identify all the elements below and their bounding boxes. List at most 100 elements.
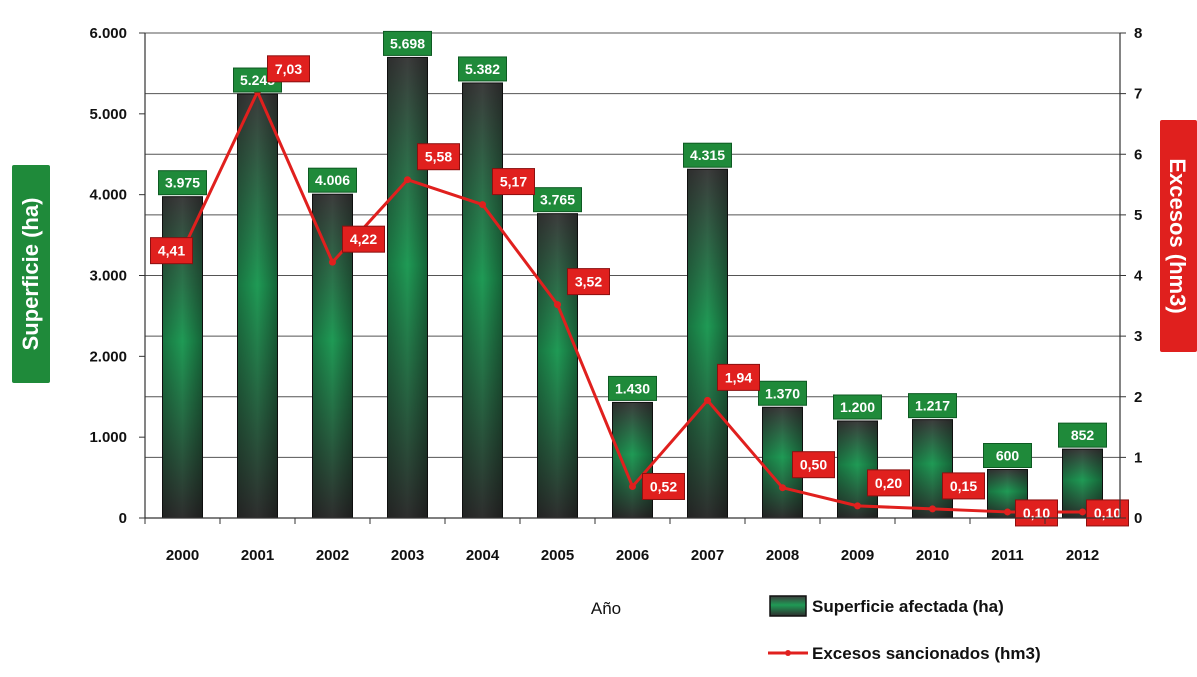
line-point bbox=[629, 482, 636, 490]
line-data-label: 0,50 bbox=[792, 451, 835, 479]
line-point bbox=[704, 396, 711, 404]
x-tick-label: 2001 bbox=[241, 547, 274, 564]
left-tick-label: 3.000 bbox=[89, 268, 127, 285]
bar-data-label-text: 1.370 bbox=[765, 385, 800, 401]
bar bbox=[612, 401, 653, 519]
line-point bbox=[1004, 508, 1011, 516]
left-tick-label: 0 bbox=[119, 510, 127, 527]
line-data-label-text: 4,22 bbox=[350, 231, 377, 247]
line-data-label: 0,10 bbox=[1086, 499, 1129, 527]
bar bbox=[387, 56, 428, 519]
bar-data-label-box bbox=[308, 167, 357, 193]
x-tick-label: 2006 bbox=[616, 547, 649, 564]
bar-shade bbox=[612, 402, 653, 518]
line-point bbox=[1079, 508, 1086, 516]
line-data-label-text: 0,20 bbox=[875, 475, 902, 491]
bar-data-label-box bbox=[833, 394, 882, 420]
left-tick-label: 4.000 bbox=[89, 187, 127, 204]
bar-data-label-text: 1.430 bbox=[615, 380, 650, 396]
line-data-label-box bbox=[267, 55, 310, 83]
bar-data-label: 1.430 bbox=[608, 375, 657, 401]
gridlines bbox=[145, 32, 1120, 519]
legend-line-label: Excesos sancionados (hm3) bbox=[812, 644, 1041, 663]
bar-shade bbox=[537, 213, 578, 518]
bar-data-label-text: 5.382 bbox=[465, 61, 500, 77]
x-tick-label: 2005 bbox=[541, 547, 574, 564]
right-axis-title: Excesos (hm3) bbox=[1160, 120, 1197, 352]
right-tick-label: 8 bbox=[1134, 25, 1142, 42]
line-data-label-box bbox=[567, 268, 610, 296]
x-tick-label: 2012 bbox=[1066, 547, 1099, 564]
line-data-label: 1,94 bbox=[717, 363, 760, 391]
line-data-label-text: 1,94 bbox=[725, 369, 752, 385]
x-tick-label: 2008 bbox=[766, 547, 799, 564]
x-axis-title: Año bbox=[591, 599, 621, 618]
bar-data-label-text: 4.315 bbox=[690, 147, 725, 163]
line-data-label: 5,17 bbox=[492, 168, 535, 196]
bar-data-label: 1.200 bbox=[833, 394, 882, 420]
left-tick-label: 5.000 bbox=[89, 106, 127, 123]
bar-data-label-box bbox=[533, 187, 582, 213]
x-tick-label: 2004 bbox=[466, 547, 500, 564]
line-data-label: 4,22 bbox=[342, 225, 385, 253]
bar-data-label: 5.698 bbox=[383, 30, 432, 56]
bar-data-label-box bbox=[983, 443, 1032, 468]
bar-data-label-text: 1.200 bbox=[840, 399, 875, 415]
bar-shade bbox=[687, 169, 728, 518]
bar bbox=[912, 419, 953, 519]
line-data-label-box bbox=[1015, 499, 1058, 527]
right-axis-title-background bbox=[1160, 120, 1197, 352]
line-data-label-text: 7,03 bbox=[275, 61, 302, 77]
line-data-label: 0,52 bbox=[642, 472, 685, 500]
line-data-label: 0,20 bbox=[867, 469, 910, 497]
bar-data-label-text: 852 bbox=[1071, 427, 1095, 443]
line-point bbox=[779, 484, 786, 492]
right-tick-label: 1 bbox=[1134, 449, 1142, 466]
left-axis-title: Superficie (ha) bbox=[12, 165, 50, 383]
right-tick-label: 5 bbox=[1134, 207, 1142, 224]
line-data-label: 0,10 bbox=[1015, 499, 1058, 527]
line-series bbox=[179, 88, 1086, 516]
bar-data-label-text: 5.698 bbox=[390, 35, 425, 51]
bar-data-label-text: 600 bbox=[996, 448, 1020, 464]
bar-data-label-text: 5.245 bbox=[240, 72, 275, 88]
x-tick-label: 2003 bbox=[391, 547, 424, 564]
line-data-label-text: 0,10 bbox=[1094, 505, 1121, 521]
x-tick-label: 2010 bbox=[916, 547, 949, 564]
bar-shade bbox=[462, 82, 503, 518]
line-data-label-text: 3,52 bbox=[575, 274, 602, 290]
bar-data-label-box bbox=[1058, 422, 1107, 448]
line-data-label-box bbox=[642, 472, 685, 500]
line-data-label-box bbox=[942, 472, 985, 500]
bar-data-label-text: 4.006 bbox=[315, 172, 350, 188]
legend-item-bar: Superficie afectada (ha) bbox=[769, 595, 1004, 617]
bar bbox=[462, 82, 503, 519]
bar-shade bbox=[387, 57, 428, 518]
line-data-label-text: 0,52 bbox=[650, 478, 677, 494]
right-axis-title-text: Excesos (hm3) bbox=[1165, 158, 1190, 313]
legend-bar-label: Superficie afectada (ha) bbox=[812, 597, 1004, 616]
x-tick-label: 2009 bbox=[841, 547, 874, 564]
bar-data-label: 4.315 bbox=[683, 142, 732, 168]
bar-data-label-box bbox=[383, 30, 432, 56]
right-tick-label: 7 bbox=[1134, 86, 1142, 103]
left-tick-label: 2.000 bbox=[89, 348, 127, 365]
left-axis-title-text: Superficie (ha) bbox=[18, 198, 43, 351]
line-data-label-box bbox=[792, 451, 835, 479]
line-data-label-box bbox=[1086, 499, 1129, 527]
axes: 0 1 2 3 4 5 6 7 8 0 1.000 2.000 3.000 4.000 5.000 6.000… bbox=[89, 25, 1143, 564]
legend-bar-swatch bbox=[769, 595, 807, 617]
line-point bbox=[929, 505, 936, 513]
left-tick-label: 1.000 bbox=[89, 429, 127, 446]
right-tick-label: 0 bbox=[1134, 510, 1142, 527]
line-point bbox=[404, 176, 411, 184]
bar-data-label: 1.370 bbox=[758, 380, 807, 406]
line-data-label-text: 0,50 bbox=[800, 457, 827, 473]
line-data-label: 4,41 bbox=[150, 237, 193, 265]
left-tick-label: 6.000 bbox=[89, 25, 127, 42]
bar-data-label: 3.975 bbox=[158, 170, 207, 196]
bar-data-label-box bbox=[608, 375, 657, 401]
bar bbox=[537, 213, 578, 519]
x-tick-label: 2007 bbox=[691, 547, 724, 564]
